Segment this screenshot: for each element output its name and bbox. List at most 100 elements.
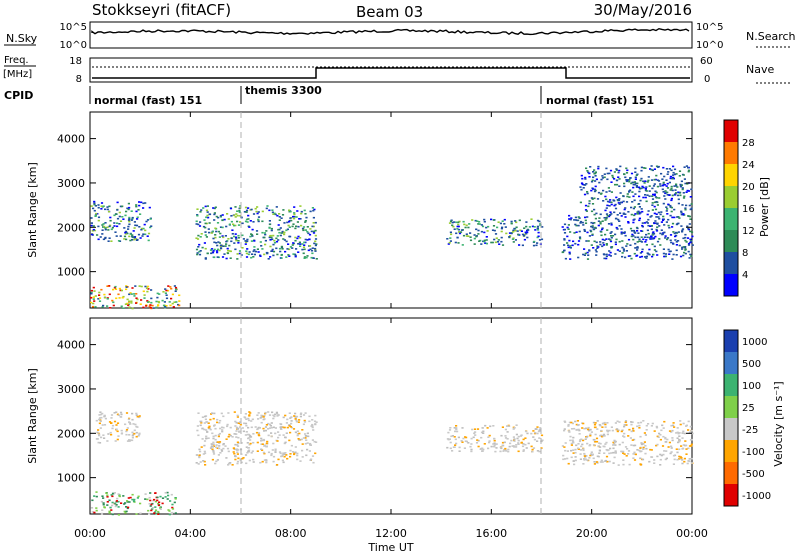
echo-cell	[304, 437, 307, 439]
echo-cell	[150, 509, 153, 512]
echo-cell	[305, 454, 308, 457]
echo-cell	[620, 201, 623, 204]
echo-cell	[114, 231, 117, 233]
echo-cell	[672, 243, 675, 245]
echo-cell	[122, 218, 125, 220]
echo-cell	[103, 506, 106, 508]
echo-cell	[314, 221, 317, 224]
echo-cell	[599, 461, 602, 463]
echo-cell	[196, 425, 199, 427]
echo-cell	[215, 460, 218, 463]
echo-cell	[663, 231, 666, 234]
echo-cell	[586, 251, 589, 254]
echo-cell	[261, 231, 264, 234]
echo-cell	[517, 435, 520, 438]
echo-cell	[523, 238, 526, 241]
echo-cell	[214, 462, 217, 465]
echo-cell	[227, 218, 230, 220]
echo-cell	[114, 505, 117, 508]
echo-cell	[648, 460, 651, 463]
echo-cell	[584, 178, 587, 180]
echo-cell	[517, 442, 520, 444]
echo-cell	[311, 425, 314, 427]
echo-cell	[674, 235, 677, 238]
echo-cell	[205, 222, 208, 225]
echo-cell	[145, 220, 148, 223]
echo-cell	[260, 439, 263, 442]
echo-cell	[275, 237, 278, 240]
echo-cell	[663, 450, 666, 452]
echo-cell	[650, 165, 653, 167]
echo-cell	[594, 226, 597, 229]
echo-cell	[597, 445, 600, 447]
echo-cell	[251, 418, 254, 421]
echo-cell	[264, 233, 267, 236]
echo-cell	[235, 238, 238, 240]
echo-cell	[205, 209, 209, 212]
echo-cell	[142, 227, 145, 230]
echo-cell	[653, 462, 656, 464]
echo-cell	[675, 249, 678, 252]
echo-cell	[299, 218, 302, 220]
echo-cell	[623, 432, 626, 435]
echo-cell	[687, 447, 690, 450]
echo-cell	[596, 247, 599, 249]
echo-cell	[655, 250, 658, 253]
echo-cell	[202, 460, 205, 462]
echo-cell	[670, 424, 673, 427]
echo-cell	[314, 234, 317, 237]
echo-cell	[671, 226, 674, 228]
echo-cell	[240, 461, 243, 464]
echo-cell	[640, 230, 643, 232]
echo-cell	[106, 440, 109, 442]
echo-cell	[237, 234, 240, 237]
echo-cell	[605, 238, 608, 240]
echo-cell	[530, 445, 533, 448]
echo-cell	[303, 244, 306, 246]
echo-cell	[253, 240, 256, 242]
echo-cell	[222, 443, 225, 445]
echo-cell	[277, 228, 280, 231]
echo-cell	[507, 450, 510, 453]
echo-cell	[483, 240, 486, 243]
echo-cell	[128, 235, 131, 238]
echo-cell	[651, 187, 654, 190]
echo-cell	[665, 441, 668, 443]
echo-cell	[126, 507, 129, 510]
echo-cell	[480, 243, 483, 245]
echo-cell	[630, 421, 633, 423]
echo-cell	[209, 428, 212, 431]
echo-cell	[216, 447, 219, 449]
echo-cell	[605, 455, 609, 458]
echo-cell	[570, 449, 573, 452]
echo-cell	[154, 506, 157, 508]
range-tick-label: 1000	[57, 472, 85, 485]
echo-cell	[602, 242, 605, 244]
echo-cell	[661, 424, 664, 427]
echo-cell	[205, 435, 208, 438]
echo-cell	[494, 241, 497, 244]
echo-cell	[120, 429, 123, 432]
echo-cell	[169, 500, 172, 502]
echo-cell	[115, 500, 118, 502]
echo-cell	[283, 455, 286, 458]
echo-cell	[130, 302, 133, 304]
echo-cell	[108, 512, 111, 514]
echo-cell	[594, 180, 597, 182]
echo-cell	[517, 439, 520, 442]
echo-cell	[563, 239, 566, 241]
echo-cell	[278, 434, 281, 436]
echo-cell	[646, 181, 649, 183]
echo-cell	[240, 254, 243, 256]
echo-cell	[118, 215, 121, 218]
echo-cell	[606, 460, 609, 463]
echo-cell	[524, 231, 527, 234]
echo-cell	[488, 434, 491, 437]
echo-cell	[677, 222, 680, 225]
echo-cell	[166, 491, 169, 494]
echo-cell	[618, 421, 621, 423]
echo-cell	[215, 446, 218, 449]
echo-cell	[576, 219, 579, 222]
echo-cell	[594, 185, 597, 188]
echo-cell	[244, 243, 247, 245]
